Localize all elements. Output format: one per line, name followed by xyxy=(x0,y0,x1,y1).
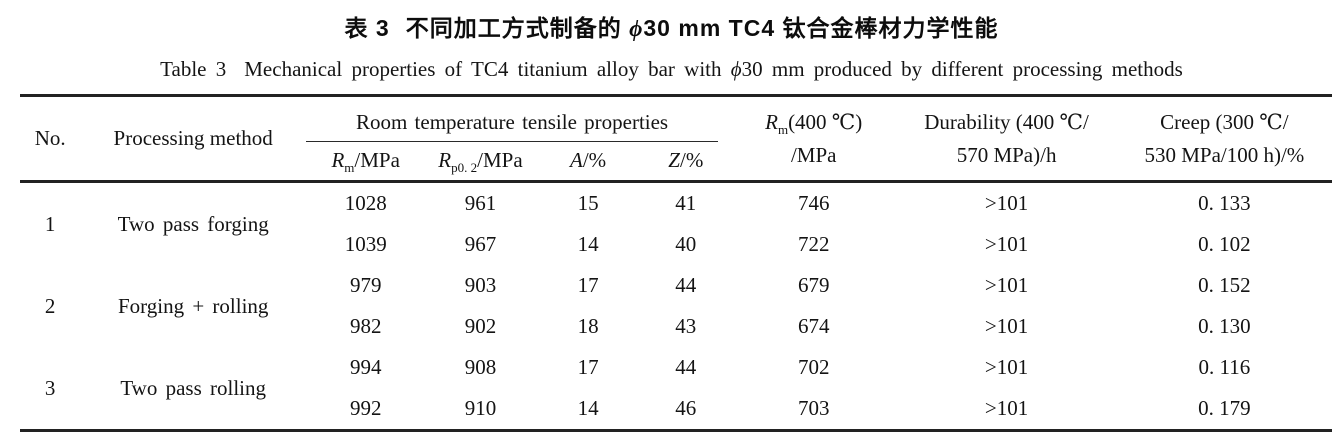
col-header-creep-line2: 530 MPa/100 h)/% xyxy=(1144,142,1305,167)
cell-creep: 0. 152 xyxy=(1198,273,1251,297)
properties-table: No. Processing method Room temperature t… xyxy=(20,94,1332,432)
cell-creep: 0. 179 xyxy=(1198,396,1251,420)
cell-z: 46 xyxy=(675,396,697,420)
caption-en-label: Table 3 xyxy=(160,57,227,81)
cell-rp02: 908 xyxy=(464,355,497,379)
cell-rm: 979 xyxy=(349,273,382,297)
cell-creep: 0. 116 xyxy=(1198,355,1251,379)
cell-rp02: 902 xyxy=(464,314,497,338)
col-header-rm400: Rm(400 ℃) /MPa xyxy=(731,96,896,182)
table-caption-en: Table 3 Mechanical properties of TC4 tita… xyxy=(0,57,1343,82)
cell-z: 44 xyxy=(675,273,697,297)
col-header-method: Processing method xyxy=(113,126,273,150)
col-header-no: No. xyxy=(34,126,66,150)
cell-durability: >101 xyxy=(984,232,1029,256)
group-header-tensile: Room temperature tensile properties xyxy=(306,96,731,142)
cell-a: 17 xyxy=(577,273,599,297)
col-header-rm400-line1: Rm(400 ℃) xyxy=(765,109,863,137)
col-header-rm400-line2: /MPa xyxy=(790,142,837,167)
caption-zh-label: 表 3 xyxy=(344,15,390,41)
col-header-creep-line1: Creep (300 ℃/ xyxy=(1160,109,1289,134)
cell-rm400: 674 xyxy=(797,314,830,338)
col-header-z: Z/% xyxy=(668,148,704,173)
cell-creep: 0. 130 xyxy=(1198,314,1251,338)
col-header-durability-line1: Durability (400 ℃/ xyxy=(924,109,1089,134)
cell-rm: 982 xyxy=(349,314,382,338)
cell-a: 18 xyxy=(577,314,599,338)
cell-z: 44 xyxy=(675,355,697,379)
phi-symbol: ϕ xyxy=(730,57,742,81)
cell-durability: >101 xyxy=(984,273,1029,297)
cell-a: 17 xyxy=(577,355,599,379)
cell-creep: 0. 102 xyxy=(1198,232,1251,256)
table-caption-zh: 表 3 不同加工方式制备的 ϕ30 mm TC4 钛合金棒材力学性能 xyxy=(0,9,1343,43)
phi-symbol: ϕ xyxy=(629,16,644,41)
cell-no: 2 xyxy=(44,293,56,318)
cell-method: Forging + rolling xyxy=(117,293,269,318)
cell-rm400: 746 xyxy=(797,191,830,215)
group-header-tensile-label: Room temperature tensile properties xyxy=(355,109,669,134)
cell-method: Two pass forging xyxy=(117,211,269,236)
caption-en-post: 30 mm produced by different processing m… xyxy=(741,57,1183,81)
cell-a: 14 xyxy=(577,232,599,256)
cell-creep: 0. 133 xyxy=(1198,191,1251,215)
cell-rp02: 967 xyxy=(464,232,497,256)
col-header-creep: Creep (300 ℃/ 530 MPa/100 h)/% xyxy=(1117,96,1332,182)
cell-durability: >101 xyxy=(984,191,1029,215)
table-row: 1039 967 14 40 722 >101 0. 102 xyxy=(20,224,1332,265)
cell-rp02: 961 xyxy=(464,191,497,215)
header-row-sub: Rm/MPa Rp0. 2/MPa A/% Z/% xyxy=(20,142,1332,182)
cell-a: 14 xyxy=(577,396,599,420)
cell-no: 1 xyxy=(44,211,56,236)
cell-rm400: 702 xyxy=(797,355,830,379)
cell-z: 40 xyxy=(675,232,697,256)
cell-a: 15 xyxy=(577,191,599,215)
cell-rm: 1039 xyxy=(344,232,387,256)
cell-rm400: 722 xyxy=(797,232,830,256)
table-row: 1 Two pass forging 1028 961 15 41 746 >1… xyxy=(20,182,1332,236)
caption-zh-post: 30 mm TC4 钛合金棒材力学性能 xyxy=(643,15,999,41)
cell-rm: 1028 xyxy=(344,191,387,215)
header-row-group: No. Processing method Room temperature t… xyxy=(20,96,1332,167)
cell-no: 3 xyxy=(44,375,56,400)
col-header-rp02: Rp0. 2/MPa xyxy=(438,148,523,176)
cell-z: 43 xyxy=(675,314,697,338)
table-row: 982 902 18 43 674 >101 0. 130 xyxy=(20,306,1332,347)
col-header-a: A/% xyxy=(569,148,607,173)
cell-rm: 994 xyxy=(349,355,382,379)
cell-rm400: 703 xyxy=(797,396,830,420)
caption-zh-pre: 不同加工方式制备的 xyxy=(405,15,630,41)
col-header-durability: Durability (400 ℃/ 570 MPa)/h xyxy=(896,96,1116,182)
table-row: 992 910 14 46 703 >101 0. 179 xyxy=(20,388,1332,431)
col-header-rm: Rm/MPa xyxy=(331,148,400,176)
cell-rp02: 910 xyxy=(464,396,497,420)
table-row: 3 Two pass rolling 994 908 17 44 702 >10… xyxy=(20,347,1332,400)
cell-durability: >101 xyxy=(984,355,1029,379)
cell-durability: >101 xyxy=(984,314,1029,338)
cell-rm: 992 xyxy=(349,396,382,420)
col-header-durability-line2: 570 MPa)/h xyxy=(956,142,1057,167)
cell-durability: >101 xyxy=(984,396,1029,420)
table-row: 2 Forging + rolling 979 903 17 44 679 >1… xyxy=(20,265,1332,318)
caption-en-pre: Mechanical properties of TC4 titanium al… xyxy=(244,57,731,81)
cell-method: Two pass rolling xyxy=(120,375,267,400)
cell-rp02: 903 xyxy=(464,273,497,297)
cell-rm400: 679 xyxy=(797,273,830,297)
cell-z: 41 xyxy=(675,191,697,215)
